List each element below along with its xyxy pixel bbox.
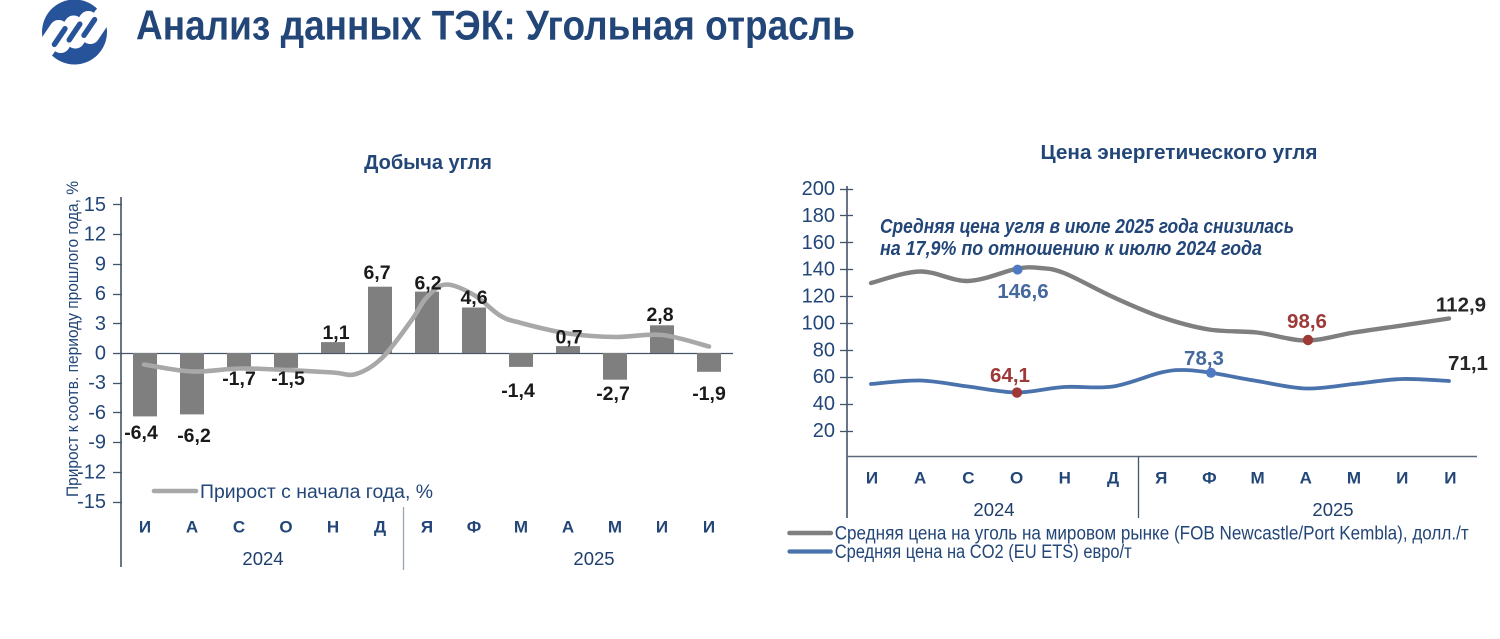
svg-text:2,8: 2,8 [646,304,673,326]
svg-text:1,1: 1,1 [322,322,349,344]
svg-text:180: 180 [802,205,835,227]
svg-text:64,1: 64,1 [990,364,1030,387]
svg-text:60: 60 [813,366,835,388]
svg-text:Д: Д [374,518,386,537]
svg-text:6,2: 6,2 [414,273,441,295]
svg-text:2024: 2024 [973,499,1014,520]
svg-text:160: 160 [802,232,835,254]
svg-text:112,9: 112,9 [1436,294,1486,317]
svg-text:Н: Н [1059,469,1071,488]
svg-text:-1,7: -1,7 [222,368,256,390]
svg-text:120: 120 [802,286,835,308]
svg-text:0: 0 [95,343,106,365]
svg-text:200: 200 [802,178,835,200]
svg-text:Я: Я [1155,469,1167,488]
svg-text:-9: -9 [88,432,106,454]
svg-text:Прирост к соотв. периоду прошл: Прирост к соотв. периоду прошлого года, … [63,181,82,497]
svg-text:А: А [186,518,198,537]
svg-text:Добыча угля: Добыча угля [364,152,492,174]
svg-text:Н: Н [327,518,339,537]
svg-text:Ф: Ф [1202,469,1217,488]
svg-text:140: 140 [802,259,835,281]
svg-text:Средняя цена на уголь на миров: Средняя цена на уголь на мировом рынке (… [835,524,1469,545]
svg-text:М: М [1251,469,1265,488]
svg-text:-2,7: -2,7 [596,383,630,405]
svg-text:А: А [1300,469,1312,488]
svg-text:2025: 2025 [573,548,614,569]
svg-text:-15: -15 [77,491,106,513]
svg-text:-6,2: -6,2 [177,425,211,447]
svg-text:6,7: 6,7 [363,262,390,284]
svg-text:И: И [1444,469,1456,488]
svg-text:Я: Я [421,518,433,537]
svg-text:-6: -6 [88,402,106,424]
svg-text:А: А [562,518,574,537]
svg-text:С: С [962,469,974,488]
svg-text:0,7: 0,7 [555,327,582,349]
svg-text:М: М [608,518,622,537]
svg-text:С: С [233,518,245,537]
svg-text:Средняя цена угля в июле 2025: Средняя цена угля в июле 2025 года снизи… [880,216,1294,238]
svg-text:Цена энергетического угля: Цена энергетического угля [1041,142,1318,164]
svg-text:О: О [1010,469,1023,488]
svg-text:2024: 2024 [242,548,283,569]
svg-text:на 17,9% по отношению к июлю 2: на 17,9% по отношению к июлю 2024 года [880,238,1262,260]
svg-text:2025: 2025 [1312,499,1353,520]
svg-text:-6,4: -6,4 [124,422,158,444]
svg-text:И: И [703,518,715,537]
svg-text:И: И [139,518,151,537]
svg-text:15: 15 [84,194,106,216]
svg-text:-3: -3 [88,372,106,394]
svg-text:Ф: Ф [467,518,482,537]
svg-text:71,1: 71,1 [1448,352,1488,375]
svg-text:20: 20 [813,420,835,442]
svg-text:А: А [914,469,926,488]
svg-text:3: 3 [95,313,106,335]
svg-text:6: 6 [95,283,106,305]
svg-text:Прирост с начала года, %: Прирост с начала года, % [200,482,433,503]
svg-text:М: М [514,518,528,537]
svg-text:12: 12 [84,224,106,246]
svg-text:-12: -12 [77,461,106,483]
svg-text:М: М [1347,469,1361,488]
svg-text:И: И [656,518,668,537]
svg-text:4,6: 4,6 [460,287,487,309]
svg-text:-1,5: -1,5 [271,368,305,390]
svg-text:78,3: 78,3 [1184,347,1224,370]
svg-text:Д: Д [1107,469,1119,488]
svg-text:80: 80 [813,339,835,361]
svg-text:И: И [866,469,878,488]
svg-text:-1,4: -1,4 [501,380,535,402]
svg-text:-1,9: -1,9 [692,383,726,405]
svg-text:Анализ данных ТЭК: Угольная от: Анализ данных ТЭК: Угольная отрасль [136,2,855,49]
svg-text:И: И [1396,469,1408,488]
svg-text:О: О [279,518,292,537]
svg-text:98,6: 98,6 [1287,310,1327,333]
svg-text:100: 100 [802,313,835,335]
svg-text:40: 40 [813,393,835,415]
svg-text:Средняя цена на CO2 (EU ETS) е: Средняя цена на CO2 (EU ETS) евро/т [835,542,1132,563]
svg-text:9: 9 [95,253,106,275]
svg-text:146,6: 146,6 [997,280,1048,303]
